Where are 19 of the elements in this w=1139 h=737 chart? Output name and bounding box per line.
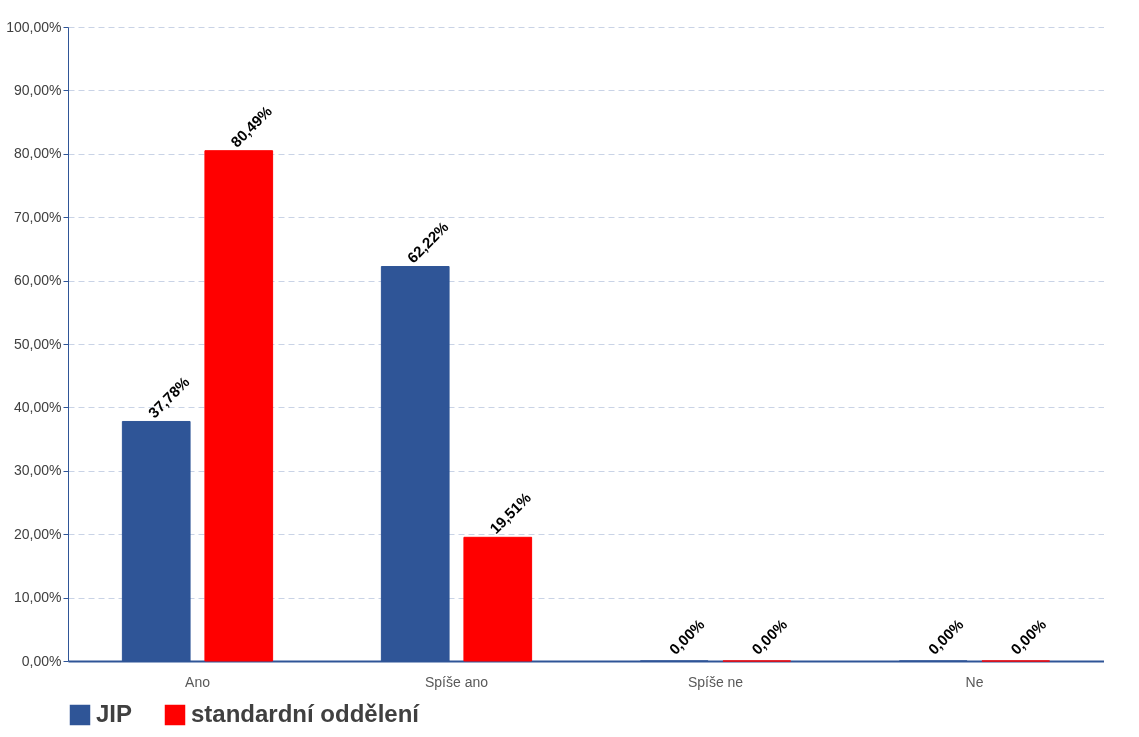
y-tick-label: 70,00% xyxy=(14,208,62,225)
y-tick-label: 0,00% xyxy=(21,652,62,669)
bar xyxy=(204,150,274,662)
x-tick-label: Ne xyxy=(965,673,984,690)
x-tick-label: Spíše ne xyxy=(687,673,744,690)
y-tick-label: 40,00% xyxy=(14,398,62,415)
bar xyxy=(463,536,533,662)
x-tick-label: Ano xyxy=(185,673,211,690)
y-tick-label: 90,00% xyxy=(14,81,62,98)
y-tick-label: 20,00% xyxy=(14,525,62,542)
y-tick-label: 80,00% xyxy=(14,145,62,162)
legend-label: standardní oddělení xyxy=(191,700,421,727)
y-tick-label: 100,00% xyxy=(6,18,62,35)
legend-label: JIP xyxy=(96,700,133,727)
y-tick-label: 60,00% xyxy=(14,272,62,289)
y-tick-label: 50,00% xyxy=(14,335,62,352)
x-tick-label: Spíše ano xyxy=(424,673,489,690)
y-tick-label: 30,00% xyxy=(14,462,62,479)
y-tick-label: 10,00% xyxy=(14,589,62,606)
